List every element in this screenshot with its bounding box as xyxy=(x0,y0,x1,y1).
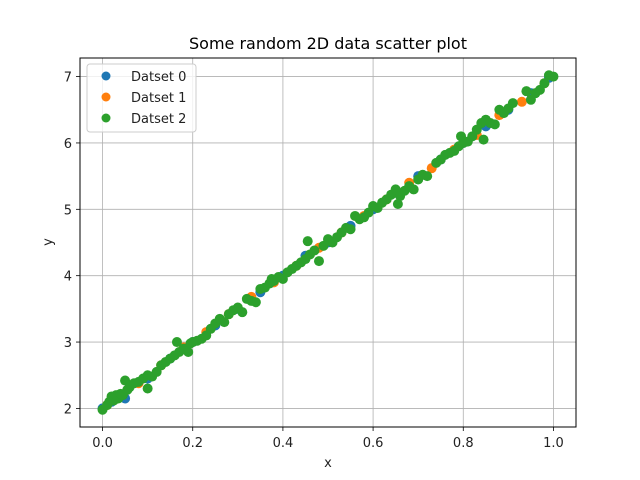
data-point xyxy=(489,119,500,130)
legend-box xyxy=(86,63,197,133)
data-points xyxy=(97,70,559,415)
data-point xyxy=(237,307,248,318)
series-2 xyxy=(97,70,559,415)
x-tick-label: 0.8 xyxy=(453,436,474,451)
y-tick-label: 2 xyxy=(64,402,72,417)
axis-ticks: 0.0 0.2 0.4 0.6 0.8 1.0 2 3 4 5 6 7 xyxy=(64,71,564,451)
legend-label: Datset 2 xyxy=(131,112,186,127)
x-tick-label: 1.0 xyxy=(543,436,564,451)
data-point xyxy=(250,297,261,308)
y-tick-label: 3 xyxy=(64,336,72,351)
data-point xyxy=(521,86,532,97)
legend-marker xyxy=(101,92,111,102)
grid xyxy=(80,58,576,427)
legend-label: Datset 1 xyxy=(131,91,186,106)
data-point xyxy=(478,134,489,145)
y-tick-label: 4 xyxy=(64,270,72,285)
data-point xyxy=(408,184,419,195)
data-point xyxy=(313,256,324,267)
chart-title: Some random 2D data scatter plot xyxy=(189,34,467,53)
y-tick-label: 7 xyxy=(64,71,72,86)
y-axis-label: y xyxy=(41,238,56,246)
legend-marker xyxy=(101,71,111,81)
data-point xyxy=(539,78,550,89)
x-tick-label: 0.0 xyxy=(92,436,113,451)
x-axis-label: x xyxy=(324,456,332,471)
data-point xyxy=(183,347,194,358)
y-tick-label: 6 xyxy=(64,137,72,152)
legend-marker xyxy=(101,113,111,123)
x-tick-label: 0.2 xyxy=(182,436,203,451)
data-point xyxy=(142,383,153,394)
data-point xyxy=(171,337,182,348)
legend-label: Datset 0 xyxy=(131,70,186,85)
x-tick-label: 0.6 xyxy=(363,436,384,451)
data-point xyxy=(422,171,433,182)
data-point xyxy=(392,199,403,210)
legend: Datset 0 Datset 1 Datset 2 xyxy=(86,63,197,133)
plot-frame xyxy=(79,57,577,428)
data-point xyxy=(302,236,313,247)
data-point xyxy=(507,98,518,109)
data-point xyxy=(516,96,527,107)
data-point xyxy=(309,245,320,256)
y-tick-label: 5 xyxy=(64,203,72,218)
data-point xyxy=(345,224,356,235)
data-point xyxy=(219,317,230,328)
data-point xyxy=(548,71,559,82)
x-tick-label: 0.4 xyxy=(273,436,294,451)
